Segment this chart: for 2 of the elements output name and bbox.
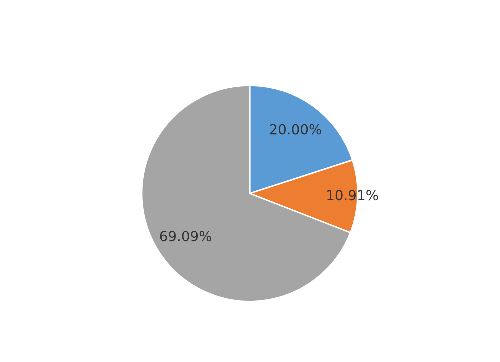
data-label: 69.09% [160,231,212,242]
data-label: 20.00% [270,124,322,135]
